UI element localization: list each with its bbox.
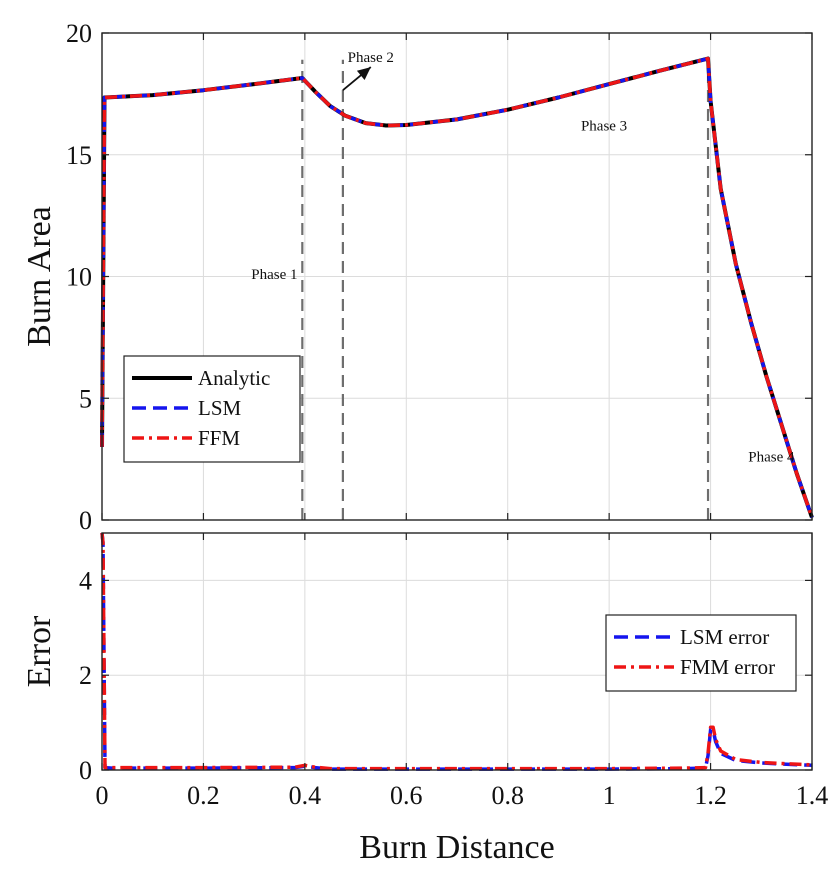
burn-area-panel: Phase 1 Phase 2 Phase 3 Phase 4 0 5 10 15 20 Burn… [21, 19, 814, 535]
series-line-fmm-error [100, 532, 813, 771]
x-tick-label: 1 [603, 781, 616, 810]
y-tick-label: 20 [66, 19, 92, 48]
y-tick-label: 15 [66, 141, 92, 170]
x-tick-label: 0.2 [187, 781, 220, 810]
x-tick-label: 0.4 [289, 781, 322, 810]
annotation-arrow-head [356, 67, 371, 80]
x-tick-label: 0.8 [491, 781, 524, 810]
legend-entry-label: FFM [198, 426, 240, 450]
y-tick-label: 0 [79, 756, 92, 785]
axes-box [101, 532, 813, 771]
x-tick-label: 1.2 [694, 781, 727, 810]
y-tick-label: 2 [79, 661, 92, 690]
y-axis-label: Error [21, 615, 58, 687]
phase-annotation: Phase 1 [251, 267, 297, 283]
phase-annotation: Phase 2 [348, 50, 394, 66]
legend-box [605, 614, 797, 692]
series-line-ffm [100, 56, 814, 519]
x-tick-label: 0.6 [390, 781, 423, 810]
x-axis-label: Burn Distance [359, 829, 554, 866]
legend-entry-label: LSM [198, 396, 242, 420]
legend-entry-label: Analytic [198, 366, 270, 390]
y-axis-label: Burn Area [21, 206, 58, 347]
x-tick-label: 1.4 [796, 781, 829, 810]
x-tick-label: 0 [96, 781, 109, 810]
y-tick-label: 5 [79, 384, 92, 413]
y-tick-label: 0 [79, 506, 92, 535]
y-tick-label: 10 [66, 263, 92, 292]
error-panel: 0 0.2 0.4 0.6 0.8 1 1.2 1.4 0 2 4 Error Burn Distanc… [21, 532, 829, 866]
y-tick-label: 4 [79, 566, 92, 595]
phase-annotation: Phase 3 [581, 118, 627, 134]
legend-entry-label: LSM error [680, 625, 769, 649]
phase-annotation: Phase 4 [748, 450, 795, 466]
legend-entry-label: FMM error [680, 655, 775, 679]
